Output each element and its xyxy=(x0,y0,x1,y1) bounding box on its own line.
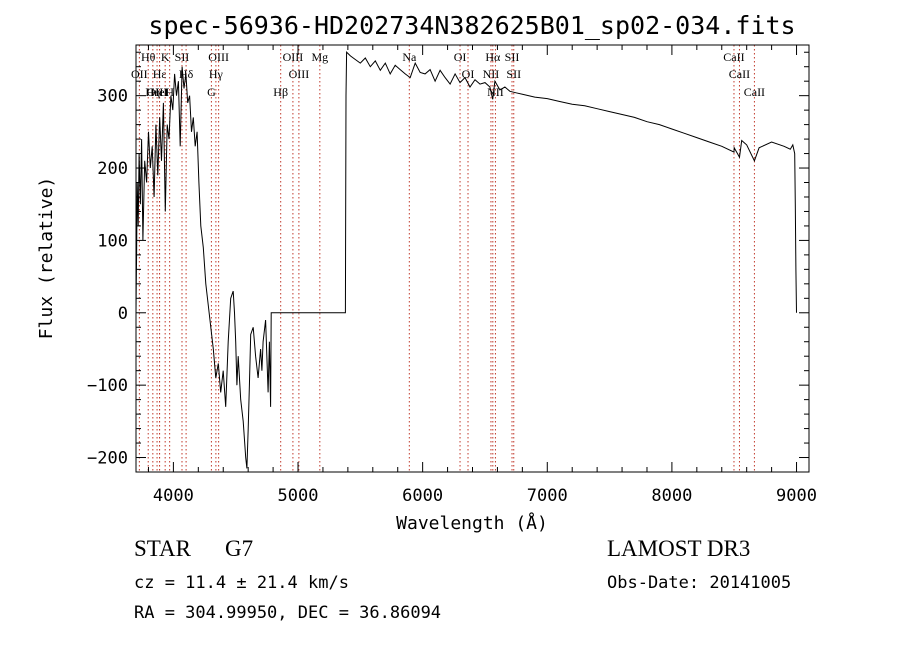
line-label: Na xyxy=(402,50,417,64)
x-tick-label: 6000 xyxy=(402,486,443,506)
y-tick-label: −200 xyxy=(87,449,128,469)
survey-name: LAMOST DR3 xyxy=(607,536,751,561)
coordinates: RA = 304.99950, DEC = 36.86094 xyxy=(134,603,442,623)
x-axis-label: Wavelength (Å) xyxy=(396,512,548,534)
line-label: OIII xyxy=(289,67,310,81)
line-label: Hε xyxy=(153,67,167,81)
line-label: Hθ xyxy=(141,50,156,64)
x-tick-label: 5000 xyxy=(278,486,319,506)
y-tick-label: 200 xyxy=(97,159,128,179)
line-label: SII xyxy=(506,67,521,81)
line-label: SII xyxy=(175,50,190,64)
line-label: HeI xyxy=(151,85,169,99)
line-label: OIII xyxy=(283,50,304,64)
x-tick-label: 8000 xyxy=(651,486,692,506)
line-label: Hδ xyxy=(179,67,194,81)
x-tick-label: 7000 xyxy=(527,486,568,506)
line-label: OIII xyxy=(147,85,168,99)
line-label: CaII xyxy=(744,85,765,99)
line-label: K xyxy=(161,50,170,64)
spectrum-series-line xyxy=(135,51,797,469)
line-label: Hβ xyxy=(273,85,288,99)
chart-title: spec-56936-HD202734N382625B01_sp02-034.f… xyxy=(148,11,795,40)
line-label: CaII xyxy=(723,50,744,64)
line-label: H xyxy=(165,85,174,99)
line-label: OIII xyxy=(208,50,229,64)
axis-ticks: 4000 5000 6000 7000 8000 9000 −200 −100 0 100 200 3… xyxy=(87,45,817,506)
y-tick-label: 0 xyxy=(118,304,128,324)
y-tick-label: 300 xyxy=(97,87,128,107)
line-label: SII xyxy=(505,50,520,64)
line-label: NII xyxy=(483,67,500,81)
line-label: OII xyxy=(131,67,148,81)
object-class: STAR xyxy=(134,536,191,561)
plot-frame xyxy=(135,44,810,473)
line-label: Hη xyxy=(145,85,160,99)
x-tick-label: 4000 xyxy=(153,486,194,506)
line-label: OI xyxy=(462,67,475,81)
line-label: CaII xyxy=(729,67,750,81)
y-tick-label: 100 xyxy=(97,231,128,251)
y-tick-label: −100 xyxy=(87,376,128,396)
object-subclass: G7 xyxy=(224,536,254,561)
x-tick-label: 9000 xyxy=(776,486,817,506)
emission-line-markers xyxy=(138,45,755,472)
observation-date: Obs-Date: 20141005 xyxy=(607,573,792,593)
emission-line-labels: HθOIIOIIIHεHηKHHeISIIHδOIIIHγGOIIIOIIIHβ… xyxy=(131,50,765,99)
redshift-velocity: cz = 11.4 ± 21.4 km/s xyxy=(134,573,349,593)
object-class-row: STAR G7 xyxy=(134,536,253,562)
line-label: NII xyxy=(487,85,504,99)
line-label: Hγ xyxy=(209,67,224,81)
line-label: Hα xyxy=(485,50,501,64)
y-axis-label: Flux (relative) xyxy=(36,177,57,340)
line-label: Mg xyxy=(311,50,328,64)
line-label: G xyxy=(207,85,216,99)
line-label: OI xyxy=(454,50,467,64)
